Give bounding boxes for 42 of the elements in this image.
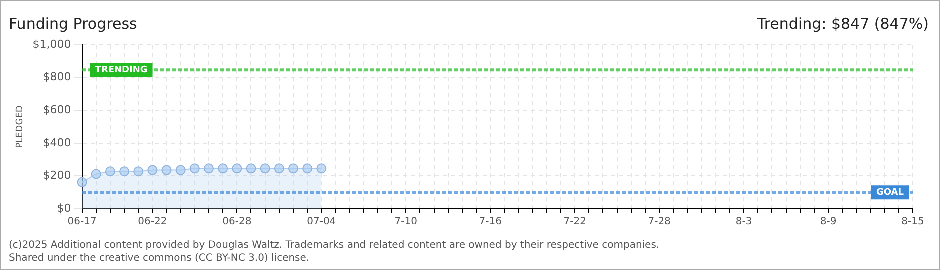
x-tick-label: 8-9 <box>820 216 837 228</box>
point <box>232 164 242 174</box>
point <box>120 166 130 177</box>
point <box>77 177 88 188</box>
point <box>218 164 228 174</box>
point <box>316 164 327 174</box>
x-tick-label: 7-10 <box>394 216 418 228</box>
x-tick-label: 8-15 <box>902 216 924 228</box>
x-tick-label: 06-22 <box>138 216 168 228</box>
ref-line-label: GOAL <box>876 188 904 198</box>
point <box>260 164 270 174</box>
y-tick-label: $800 <box>43 70 72 84</box>
point <box>204 164 214 174</box>
x-tick-label: 8-3 <box>736 216 752 228</box>
y-tick-label: $400 <box>43 136 72 150</box>
chart-title: Funding Progress <box>9 15 138 33</box>
point <box>302 164 313 174</box>
x-tick-label: 7-22 <box>564 216 586 228</box>
y-tick-label: $1,000 <box>32 38 72 51</box>
ref-line-label: TRENDING <box>95 65 148 76</box>
point <box>190 164 200 174</box>
point <box>105 166 116 177</box>
x-tick-label: 7-28 <box>648 216 671 228</box>
point <box>274 164 284 174</box>
y-tick-label: $0 <box>57 202 72 215</box>
y-tick-label: $600 <box>43 103 72 116</box>
text: (c)2025 Additional content provided by Douglas Waltz. Trademarks and related content are owned by their respective companies. <box>9 240 660 251</box>
y-tick-label: $200 <box>43 169 72 182</box>
x-tick-label: 07-04 <box>307 216 336 228</box>
point <box>91 169 102 180</box>
point <box>148 165 158 176</box>
point <box>162 165 172 176</box>
y-axis-title: PLEDGED <box>16 106 26 148</box>
point <box>246 164 256 174</box>
point <box>176 165 186 176</box>
chart-subtitle: Trending: $847 (847%) <box>756 15 929 33</box>
point <box>134 166 144 177</box>
text: Shared under the creative commons (CC BY-NC 3.0) license. <box>9 253 310 264</box>
x-tick-label: 06-17 <box>68 216 97 228</box>
x-tick-label: 06-28 <box>222 216 252 228</box>
point <box>288 164 298 174</box>
x-tick-label: 7-16 <box>479 216 502 228</box>
